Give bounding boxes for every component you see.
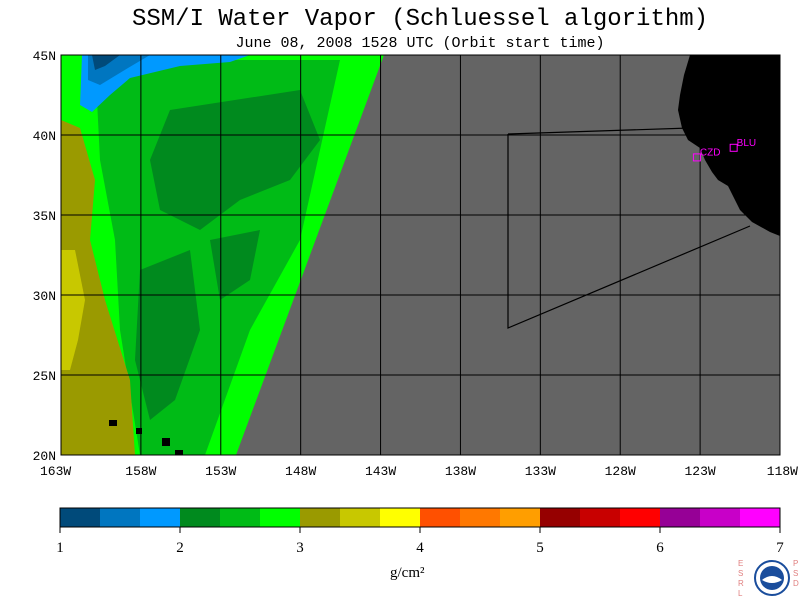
- colorbar: [59, 507, 781, 528]
- station-markers: CZD BLU: [692, 138, 756, 162]
- colorbar-swatch: [620, 508, 661, 527]
- island-2: [136, 428, 142, 434]
- noaa-esrl-logo: E S R L P S D: [738, 559, 799, 598]
- island-4: [175, 450, 183, 455]
- land-california: [678, 55, 780, 236]
- colorbar-swatch: [300, 508, 341, 527]
- lon-label: 143W: [365, 464, 396, 479]
- svg-text:D: D: [793, 579, 799, 588]
- swath-dark-green-1: [150, 90, 320, 230]
- lon-label: 118W: [767, 464, 798, 479]
- lat-label: 25N: [33, 369, 56, 384]
- colorbar-swatch: [340, 508, 381, 527]
- lat-label: 35N: [33, 209, 56, 224]
- station-label-blu: BLU: [737, 138, 756, 149]
- colorbar-unit: g/cm²: [390, 565, 425, 581]
- logo-right-text: P: [793, 559, 798, 568]
- colorbar-swatch: [460, 508, 501, 527]
- latitude-labels: 45N 40N 35N 30N 25N 20N: [33, 49, 56, 464]
- colorbar-tick-label: 1: [56, 540, 64, 556]
- logo-left-text: E: [738, 559, 743, 568]
- colorbar-swatch: [60, 508, 101, 527]
- colorbar-tick-label: 3: [296, 540, 304, 556]
- colorbar-ticks: 1 2 3 4 5 6 7: [56, 527, 784, 556]
- map-subtitle: June 08, 2008 1528 UTC (Orbit start time…: [235, 35, 605, 52]
- colorbar-swatch: [260, 508, 301, 527]
- track-line-1: [507, 134, 751, 329]
- island-3: [162, 438, 170, 446]
- swath-dark-green-3: [210, 230, 260, 300]
- svg-text:S: S: [793, 569, 798, 578]
- colorbar-swatch: [380, 508, 421, 527]
- swath-yellow-olive: [61, 250, 85, 370]
- colorbar-swatch: [420, 508, 461, 527]
- svg-text:R: R: [738, 579, 744, 588]
- colorbar-tick-label: 2: [176, 540, 184, 556]
- colorbar-swatch: [740, 508, 781, 527]
- colorbar-swatch: [140, 508, 181, 527]
- colorbar-swatch: [500, 508, 541, 527]
- lon-label: 128W: [605, 464, 636, 479]
- map-field: [61, 55, 780, 455]
- colorbar-swatch: [180, 508, 221, 527]
- colorbar-tick-label: 4: [416, 540, 424, 556]
- colorbar-swatch: [100, 508, 141, 527]
- colorbar-swatch: [700, 508, 741, 527]
- lon-label: 148W: [285, 464, 316, 479]
- colorbar-tick-label: 6: [656, 540, 664, 556]
- lon-label: 163W: [40, 464, 71, 479]
- lon-label: 133W: [525, 464, 556, 479]
- swath-dark-blue: [92, 55, 120, 70]
- swath-dark-green-2: [135, 250, 200, 420]
- lon-label: 158W: [125, 464, 156, 479]
- lat-label: 45N: [33, 49, 56, 64]
- island-1: [109, 420, 117, 426]
- lat-label: 40N: [33, 129, 56, 144]
- colorbar-swatch: [580, 508, 621, 527]
- colorbar-tick-label: 5: [536, 540, 544, 556]
- map-frame: [60, 54, 781, 456]
- colorbar-swatch: [660, 508, 701, 527]
- lon-label: 153W: [205, 464, 236, 479]
- lat-label: 20N: [33, 449, 56, 464]
- lat-label: 30N: [33, 289, 56, 304]
- lon-label: 138W: [445, 464, 476, 479]
- track-line-2: [507, 127, 691, 135]
- svg-text:S: S: [738, 569, 743, 578]
- lon-label: 123W: [685, 464, 716, 479]
- station-label-czd: CZD: [700, 147, 721, 158]
- colorbar-swatch: [540, 508, 581, 527]
- station-marker-blu: [729, 143, 738, 152]
- svg-text:L: L: [738, 589, 743, 598]
- station-marker-czd: [692, 153, 701, 162]
- colorbar-swatch: [220, 508, 261, 527]
- map-title: SSM/I Water Vapor (Schluessel algorithm): [131, 6, 709, 33]
- longitude-labels: 163W 158W 153W 148W 143W 138W 133W 128W 123W 118W: [40, 464, 798, 479]
- colorbar-tick-label: 7: [776, 540, 784, 556]
- swath-olive: [61, 120, 135, 455]
